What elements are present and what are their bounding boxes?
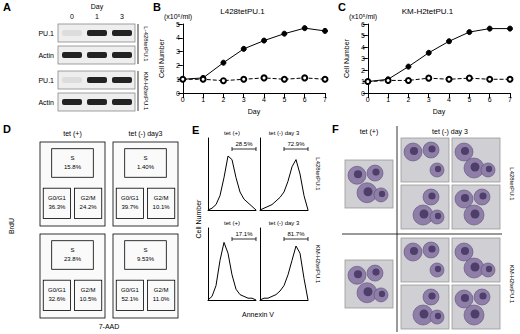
svg-text:Cell Number: Cell Number <box>195 199 202 239</box>
svg-text:3: 3 <box>176 48 180 55</box>
svg-text:G2/M: G2/M <box>154 287 169 293</box>
svg-text:4: 4 <box>262 96 266 103</box>
svg-text:C: C <box>338 1 346 13</box>
svg-text:L-428tetPU.1: L-428tetPU.1 <box>143 26 149 62</box>
svg-text:Day: Day <box>433 108 446 116</box>
svg-text:S: S <box>70 247 74 253</box>
svg-text:BrdU: BrdU <box>8 218 15 234</box>
svg-text:17.1%: 17.1% <box>235 231 253 237</box>
svg-text:5: 5 <box>282 96 286 103</box>
svg-text:B: B <box>153 1 161 13</box>
svg-text:E: E <box>192 124 199 136</box>
svg-text:S: S <box>143 247 147 253</box>
svg-text:10.5%: 10.5% <box>80 296 98 302</box>
svg-text:1: 1 <box>95 13 99 20</box>
svg-text:KM-H2tetPU.1: KM-H2tetPU.1 <box>315 245 321 284</box>
svg-text:4: 4 <box>361 44 365 51</box>
svg-text:Annexin V: Annexin V <box>242 311 274 318</box>
svg-text:tet (-) day 3: tet (-) day 3 <box>432 128 468 136</box>
svg-text:L428tetPU.1: L428tetPU.1 <box>509 167 515 201</box>
svg-text:52.1%: 52.1% <box>121 296 139 302</box>
svg-text:2: 2 <box>406 96 410 103</box>
svg-text:F: F <box>332 123 339 135</box>
svg-text:81.7%: 81.7% <box>287 231 305 237</box>
svg-text:1: 1 <box>386 96 390 103</box>
svg-text:G0/G1: G0/G1 <box>121 195 139 201</box>
svg-text:1: 1 <box>361 78 365 85</box>
svg-text:28.5%: 28.5% <box>235 141 253 147</box>
svg-text:1: 1 <box>176 76 180 83</box>
svg-text:Cell Number: Cell Number <box>343 38 350 78</box>
svg-text:10.1%: 10.1% <box>153 204 171 210</box>
svg-text:tet (+): tet (+) <box>224 130 240 136</box>
svg-text:D: D <box>3 123 11 135</box>
svg-text:3: 3 <box>427 96 431 103</box>
svg-text:24.2%: 24.2% <box>80 204 98 210</box>
svg-text:L428tetPU.1: L428tetPU.1 <box>220 7 265 16</box>
svg-text:Day: Day <box>91 3 104 11</box>
svg-text:0: 0 <box>366 96 370 103</box>
svg-text:4: 4 <box>447 96 451 103</box>
svg-text:G2/M: G2/M <box>81 195 96 201</box>
svg-text:G0/G1: G0/G1 <box>48 195 66 201</box>
svg-text:39.7%: 39.7% <box>121 204 139 210</box>
svg-text:5: 5 <box>467 96 471 103</box>
svg-text:KM-H2tetPU.1: KM-H2tetPU.1 <box>402 7 454 16</box>
svg-text:3: 3 <box>242 96 246 103</box>
svg-text:S: S <box>143 155 147 161</box>
svg-text:11.0%: 11.0% <box>153 296 170 302</box>
svg-text:1: 1 <box>201 96 205 103</box>
svg-text:0: 0 <box>176 90 180 97</box>
svg-text:S: S <box>70 155 74 161</box>
svg-text:6: 6 <box>303 96 307 103</box>
svg-text:tet (-) day3: tet (-) day3 <box>129 130 163 138</box>
svg-text:PU.1: PU.1 <box>38 77 54 84</box>
svg-text:tet (+): tet (+) <box>360 128 378 136</box>
svg-text:G0/G1: G0/G1 <box>48 287 66 293</box>
svg-text:32.6%: 32.6% <box>48 296 66 302</box>
svg-text:(x10⁵/ml): (x10⁵/ml) <box>164 13 193 20</box>
svg-text:36.3%: 36.3% <box>48 204 66 210</box>
svg-text:G2/M: G2/M <box>81 287 96 293</box>
svg-text:Cell Number: Cell Number <box>158 38 165 78</box>
svg-text:7: 7 <box>508 96 512 103</box>
svg-text:3: 3 <box>361 55 365 62</box>
svg-text:0: 0 <box>181 96 185 103</box>
svg-text:0: 0 <box>361 90 365 97</box>
svg-text:6: 6 <box>361 21 365 28</box>
svg-text:5: 5 <box>361 32 365 39</box>
svg-text:6: 6 <box>488 96 492 103</box>
svg-text:0: 0 <box>70 13 74 20</box>
svg-text:2: 2 <box>176 62 180 69</box>
svg-text:2: 2 <box>361 67 365 74</box>
svg-text:4: 4 <box>176 34 180 41</box>
svg-text:G0/G1: G0/G1 <box>121 287 139 293</box>
svg-text:tet (+): tet (+) <box>224 220 240 226</box>
svg-text:Actin: Actin <box>38 99 54 106</box>
svg-text:2: 2 <box>221 96 225 103</box>
svg-text:tet (-) day 3: tet (-) day 3 <box>269 220 300 226</box>
svg-text:A: A <box>3 1 11 13</box>
svg-text:tet (+): tet (+) <box>63 130 81 138</box>
svg-text:23.8%: 23.8% <box>64 256 82 262</box>
svg-text:KM-H2tetPU.1: KM-H2tetPU.1 <box>509 265 515 304</box>
svg-text:1.40%: 1.40% <box>137 164 155 170</box>
svg-text:5: 5 <box>176 21 180 28</box>
svg-text:Day: Day <box>248 108 261 116</box>
svg-text:PU.1: PU.1 <box>38 30 54 37</box>
svg-text:7-AAD: 7-AAD <box>99 323 120 330</box>
svg-text:KM-H2tetPU.1: KM-H2tetPU.1 <box>143 72 149 111</box>
svg-text:Actin: Actin <box>38 52 54 59</box>
svg-text:15.8%: 15.8% <box>64 164 82 170</box>
svg-text:G2/M: G2/M <box>154 195 169 201</box>
svg-text:72.9%: 72.9% <box>287 141 305 147</box>
svg-text:3: 3 <box>120 13 124 20</box>
svg-text:(x10⁵/ml): (x10⁵/ml) <box>349 13 378 20</box>
svg-text:9.53%: 9.53% <box>137 256 155 262</box>
svg-text:tet (-) day 3: tet (-) day 3 <box>269 130 300 136</box>
svg-text:7: 7 <box>323 96 327 103</box>
svg-text:L428tetPU.1: L428tetPU.1 <box>315 157 321 191</box>
